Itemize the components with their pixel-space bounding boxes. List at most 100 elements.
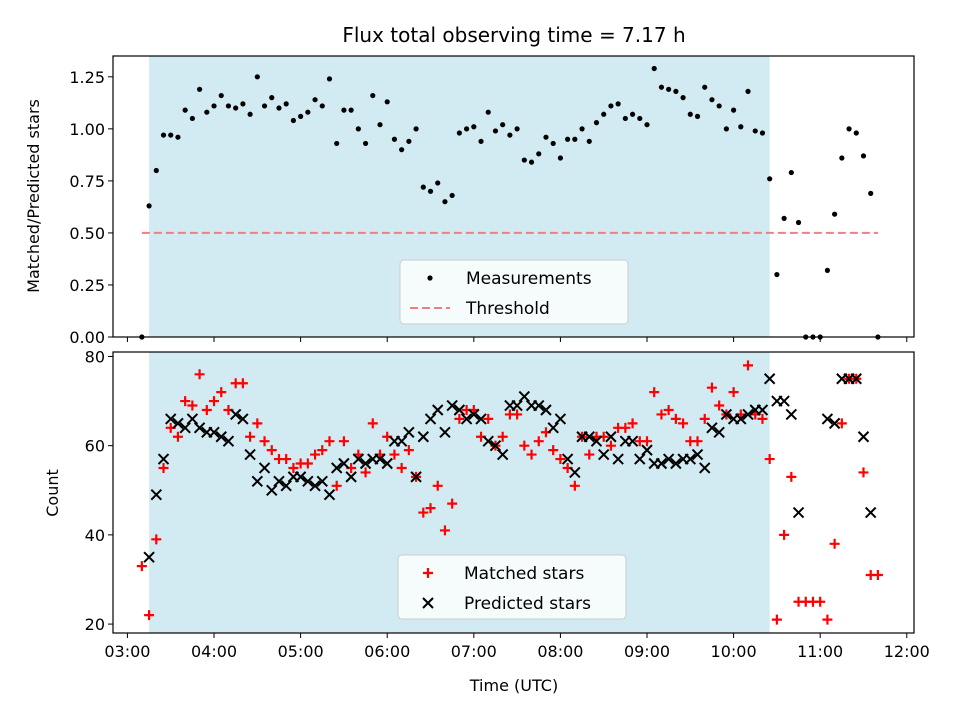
x-tick-label: 09:00 [624,642,670,661]
predicted-stars-point [540,404,552,416]
measurements-point [774,271,780,278]
matched-stars-point [605,440,616,451]
measurements-point [233,105,239,111]
x-tick-label: 07:00 [451,642,497,661]
matched-stars-point [136,561,147,572]
predicted-stars-point [273,475,285,488]
measurements-point [651,65,657,72]
measurements-point [290,117,297,124]
measurements-point [673,88,679,94]
measurements-point [377,122,383,128]
predicted-stars-point [626,435,639,447]
measurements-point [276,105,282,111]
predicted-stars-point [330,462,343,474]
predicted-stars-point [597,448,610,461]
predicted-stars-point [237,413,249,425]
measurements-point [420,184,426,190]
predicted-stars-point [475,413,487,425]
measurements-point [247,111,253,117]
measurements-point [254,74,260,80]
matched-stars-point [620,422,631,433]
matched-stars-point [216,387,227,398]
matched-stars-point [439,525,450,536]
measurements-point [507,132,513,138]
predicted-stars-point [670,457,682,470]
predicted-stars-point [338,457,350,470]
measurements-point [752,128,758,134]
predicted-stars-point [821,413,834,425]
matched-stars-point [706,382,717,393]
predicted-stars-point [496,448,509,461]
predicted-stars-point [590,435,603,447]
measurements-point [204,109,210,115]
measurements-point [413,126,419,132]
measurements-point [738,124,744,130]
measurements-point [536,151,542,157]
top-y-axis-label: Matched/Predicted stars [24,99,43,293]
matched-stars-point [201,404,212,415]
predicted-stars-point [468,408,480,421]
legend-marker-predicted [422,597,434,609]
measurements-point [629,111,636,117]
matched-stars-point [187,400,198,411]
predicted-stars-point [662,453,675,465]
matched-stars-point [771,614,782,625]
matched-stars-point [822,614,833,625]
matched-stars-point [396,462,407,473]
x-tick-label: 08:00 [537,642,583,661]
predicted-stars-point [258,462,271,474]
matched-stars-point [144,610,155,621]
measurements-point [723,126,729,132]
measurements-point [788,169,794,176]
measurements-point [528,159,535,165]
measurements-point [795,219,802,226]
measurements-point [341,107,347,113]
matched-stars-point [699,413,710,424]
matched-stars-point [237,378,248,389]
predicted-stars-point [684,453,697,465]
matched-stars-point [259,436,270,447]
matched-stars-point [317,445,328,456]
x-tick-label: 10:00 [711,642,757,661]
predicted-stars-point [756,404,769,416]
measurements-point [637,115,643,122]
predicted-stars-point [229,408,242,421]
measurements-point [463,126,470,132]
measurements-point [168,132,174,138]
predicted-stars-point [489,439,502,452]
measurements-point [305,109,311,115]
bottom-legend-box [397,554,627,620]
measurements-point [586,138,592,144]
matched-stars-point [331,480,342,491]
measurements-point [182,107,188,113]
predicted-stars-point [193,422,206,434]
measurements-point [442,199,448,205]
predicted-stars-point [792,506,805,519]
predicted-stars-point [179,422,191,434]
matched-stars-point [418,507,429,518]
top-panel: 0.00 0.25 0.50 0.75 1.00 1.25 Measurements Thre… [69,55,915,347]
predicted-stars-point [424,413,437,425]
measurements-point [543,134,549,140]
matched-stars-point [432,480,443,491]
measurements-point [189,115,195,122]
top-y-tick-label: 0.50 [69,224,105,243]
matched-stars-point [151,534,162,545]
predicted-stars-point [828,417,841,430]
matched-stars-point [338,436,349,447]
matched-stars-point [389,449,400,460]
matched-stars-point [779,529,790,540]
measurements-point [362,140,369,147]
measurements-point [160,132,167,138]
matched-stars-point [172,431,183,442]
measurements-point [500,122,506,128]
predicted-stars-point [735,413,747,425]
matched-stars-point [815,596,826,607]
predicted-stars-point [172,417,184,430]
measurements-point [832,211,838,217]
measurements-point [521,157,527,163]
measurements-point [601,111,607,117]
measurements-point [781,215,787,221]
measurements-point [146,203,152,209]
measurements-point [608,103,614,109]
